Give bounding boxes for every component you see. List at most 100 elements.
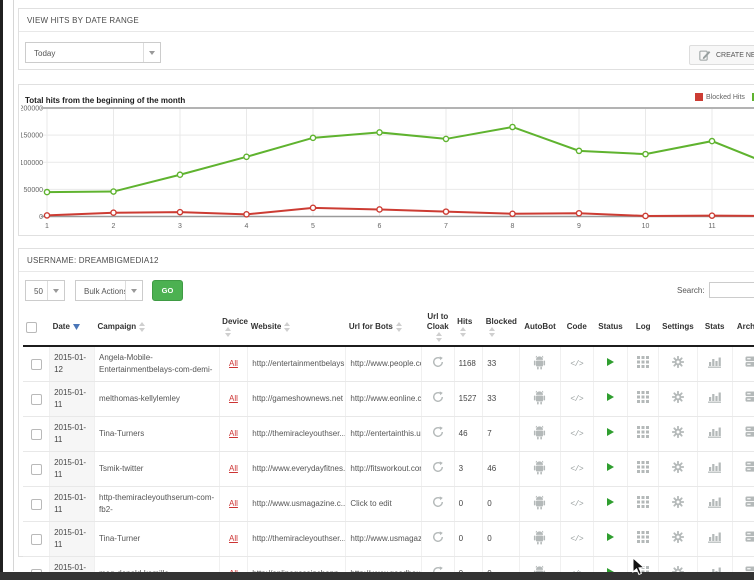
calendar-icon[interactable]	[637, 531, 650, 544]
play-icon[interactable]	[606, 428, 614, 437]
archive-cell	[731, 416, 754, 453]
row-checkbox[interactable]	[30, 463, 42, 475]
column-header-date[interactable]: Date	[49, 309, 95, 348]
column-header-label[interactable]: Campaign	[97, 322, 137, 332]
column-header-label: Stats	[704, 322, 725, 332]
calendar-icon[interactable]	[637, 356, 650, 369]
gear-icon[interactable]	[671, 391, 684, 404]
row-checkbox[interactable]	[30, 358, 42, 370]
play-icon[interactable]	[606, 498, 614, 507]
play-icon[interactable]	[606, 463, 614, 472]
refresh-icon[interactable]	[432, 426, 444, 438]
play-icon[interactable]	[606, 358, 614, 367]
column-header-label[interactable]: Website	[250, 322, 282, 332]
device-link[interactable]: All	[229, 359, 238, 369]
gear-icon[interactable]	[671, 356, 684, 369]
android-icon[interactable]	[533, 355, 546, 370]
column-header-campaign[interactable]: Campaign	[94, 309, 220, 348]
column-header-label[interactable]: Blocked	[485, 317, 517, 326]
column-header-device[interactable]: Device	[219, 309, 248, 348]
sort-icon[interactable]	[436, 332, 443, 342]
gear-icon[interactable]	[671, 531, 684, 544]
date-range-select[interactable]: Today	[25, 42, 161, 63]
device-link[interactable]: All	[229, 499, 238, 509]
calendar-icon[interactable]	[637, 426, 650, 439]
archive-icon[interactable]	[745, 496, 754, 508]
go-button[interactable]: GO	[152, 280, 183, 301]
column-header-label[interactable]: Url to Cloak	[426, 312, 449, 331]
android-icon[interactable]	[533, 390, 546, 405]
column-header-website[interactable]: Website	[247, 309, 346, 348]
refresh-icon[interactable]	[432, 461, 444, 473]
android-icon[interactable]	[533, 425, 546, 440]
android-icon[interactable]	[533, 530, 546, 545]
column-header-label[interactable]: Date	[52, 322, 70, 332]
bar-chart-icon[interactable]	[708, 356, 722, 368]
device-link[interactable]: All	[229, 429, 238, 439]
device-link[interactable]: All	[229, 534, 238, 544]
url-for-bots-cell[interactable]: http://www.eonline.com/n...	[345, 381, 422, 418]
bar-chart-icon[interactable]	[708, 531, 722, 543]
row-checkbox[interactable]	[30, 498, 42, 510]
url-for-bots-cell[interactable]: Click to edit	[345, 486, 422, 523]
select-all-checkbox[interactable]	[26, 321, 37, 333]
url-to-cloak-cell	[420, 451, 455, 488]
refresh-icon[interactable]	[432, 496, 444, 508]
calendar-icon[interactable]	[637, 461, 650, 474]
device-link[interactable]: All	[229, 394, 238, 404]
create-new-campaign-button[interactable]: CREATE NEW CAMPAIGN	[689, 45, 754, 65]
refresh-icon[interactable]	[432, 531, 444, 543]
gear-icon[interactable]	[671, 496, 684, 509]
archive-icon[interactable]	[745, 356, 754, 368]
page-size-select[interactable]: 50	[25, 280, 65, 301]
archive-icon[interactable]	[745, 461, 754, 473]
url-to-cloak-cell	[420, 416, 455, 453]
column-header-blocked[interactable]: Blocked	[482, 309, 520, 348]
bar-chart-icon[interactable]	[708, 461, 722, 473]
sort-icon[interactable]	[395, 322, 402, 332]
archive-icon[interactable]	[745, 531, 754, 543]
bar-chart-icon[interactable]	[708, 496, 722, 508]
gear-icon[interactable]	[671, 461, 684, 474]
play-icon[interactable]	[606, 393, 614, 402]
row-checkbox[interactable]	[30, 428, 42, 440]
android-icon[interactable]	[533, 495, 546, 510]
bar-chart-icon[interactable]	[708, 426, 722, 438]
code-cell: </>	[559, 486, 594, 523]
chevron-down-icon	[125, 281, 142, 300]
bulk-actions-select[interactable]: Bulk Actions	[75, 280, 143, 301]
url-for-bots-cell[interactable]: http://entertainthis.usatod...	[345, 416, 422, 453]
archive-icon[interactable]	[745, 391, 754, 403]
refresh-icon[interactable]	[432, 356, 444, 368]
column-header-url-to-cloak[interactable]: Url to Cloak	[421, 309, 455, 348]
column-header-label[interactable]: Hits	[457, 317, 473, 326]
search-input[interactable]	[708, 282, 754, 298]
column-header-label[interactable]: Url for Bots	[348, 322, 393, 332]
android-icon[interactable]	[533, 460, 546, 475]
url-for-bots-cell[interactable]: http://www.usmagazine.c...	[345, 521, 422, 558]
bar-chart-icon[interactable]	[708, 391, 722, 403]
archive-cell	[731, 346, 754, 383]
url-for-bots-cell[interactable]: http://fitsworkout.com/	[345, 451, 422, 488]
sort-icon[interactable]	[460, 327, 467, 337]
column-header-hits[interactable]: Hits	[454, 309, 483, 348]
column-header-label[interactable]: Device	[222, 317, 248, 326]
gear-icon[interactable]	[671, 426, 684, 439]
device-link[interactable]: All	[229, 464, 238, 474]
sort-icon[interactable]	[225, 327, 232, 337]
sort-icon[interactable]	[284, 322, 291, 332]
url-for-bots-cell[interactable]: http://www.people.com/ar...	[345, 346, 422, 383]
calendar-icon[interactable]	[637, 391, 650, 404]
row-checkbox[interactable]	[30, 393, 42, 405]
svg-text:9: 9	[577, 223, 581, 230]
sort-icon[interactable]	[488, 327, 495, 337]
sort-desc-icon[interactable]	[72, 323, 80, 331]
sort-icon[interactable]	[139, 322, 146, 332]
refresh-icon[interactable]	[432, 391, 444, 403]
column-header-url-for-bots[interactable]: Url for Bots	[345, 309, 422, 348]
row-checkbox[interactable]	[30, 533, 42, 545]
play-icon[interactable]	[606, 533, 614, 542]
archive-icon[interactable]	[745, 426, 754, 438]
checkbox-cell	[23, 381, 50, 418]
calendar-icon[interactable]	[637, 496, 650, 509]
